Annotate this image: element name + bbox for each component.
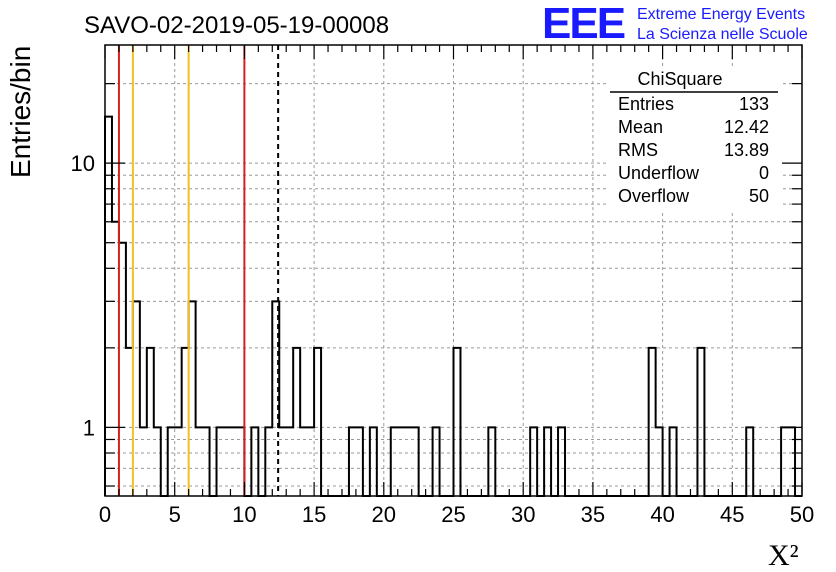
stats-label: Overflow	[618, 186, 690, 206]
histogram-bin	[454, 348, 461, 496]
histogram-bin	[119, 243, 126, 496]
y-axis-label: Entries/bin	[5, 46, 36, 178]
x-tick-label: 45	[720, 502, 744, 527]
x-tick-label: 35	[581, 502, 605, 527]
x-tick-label: 10	[232, 502, 256, 527]
histogram-bin	[314, 348, 321, 496]
stats-value: 12.42	[724, 117, 769, 137]
logo-line-2: La Scienza nelle Scuole	[637, 26, 808, 43]
x-tick-label: 25	[441, 502, 465, 527]
x-tick-label: 5	[169, 502, 181, 527]
stats-value: 13.89	[724, 140, 769, 160]
stats-box-title: ChiSquare	[637, 69, 722, 89]
y-tick-label: 1	[83, 415, 95, 440]
chart-title: SAVO-02-2019-05-19-00008	[84, 12, 389, 39]
histogram-bin	[649, 348, 656, 496]
stats-label: Underflow	[618, 163, 700, 183]
reference-lines	[117, 45, 280, 496]
stats-box: ChiSquare Entries 133 Mean 12.42 RMS 13.89 Und…	[609, 66, 780, 212]
histogram-bin	[697, 348, 704, 496]
x-tick-label: 0	[99, 502, 111, 527]
histogram-bin	[189, 301, 196, 496]
histogram-bin	[112, 222, 119, 496]
stats-label: Entries	[618, 94, 674, 114]
histogram-bin	[133, 301, 140, 496]
histogram-bin	[126, 348, 133, 496]
x-tick-label: 40	[650, 502, 674, 527]
eee-logo: EEE Extreme Energy Events La Scienza nel…	[542, 0, 808, 48]
stats-value: 0	[759, 163, 769, 183]
stats-label: RMS	[618, 140, 658, 160]
axis-ticks	[104, 45, 803, 496]
y-tick-label: 10	[71, 151, 95, 176]
x-tick-label: 30	[511, 502, 535, 527]
histogram-bin	[293, 348, 300, 496]
x-tick-label: 15	[302, 502, 326, 527]
stats-label: Mean	[618, 117, 663, 137]
x-axis-label: X²	[768, 539, 799, 572]
x-tick-label: 20	[372, 502, 396, 527]
histogram-bin	[147, 348, 154, 496]
tick-labels: 0 5 10 15 20 25 30 35 40 45 50 1 10	[71, 151, 815, 527]
stats-value: 133	[739, 94, 769, 114]
logo-line-1: Extreme Energy Events	[637, 6, 805, 23]
x-tick-label: 50	[790, 502, 814, 527]
eee-logo-mark: EEE	[542, 0, 625, 48]
stats-value: 50	[749, 186, 769, 206]
histogram-bin	[182, 348, 189, 496]
